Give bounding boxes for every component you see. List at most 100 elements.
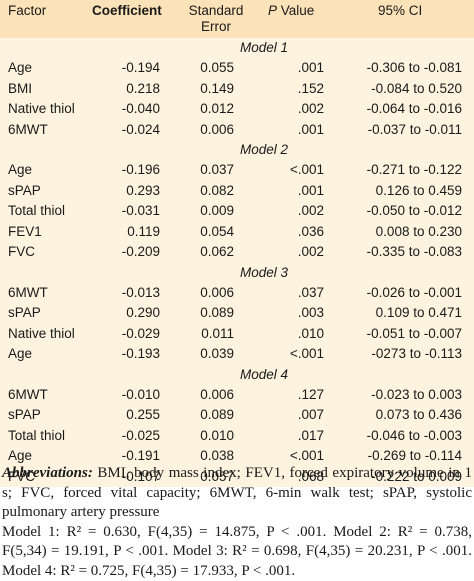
factor-cell: 6MWT bbox=[8, 387, 48, 402]
standard-error-cell: 0.012 bbox=[200, 101, 234, 116]
standard-error-cell: 0.006 bbox=[200, 122, 234, 137]
coefficient-cell: -0.196 bbox=[122, 162, 160, 177]
standard-error-cell: 0.037 bbox=[200, 162, 234, 177]
header-standard-error: Standard Error bbox=[184, 3, 248, 35]
ci-cell: -0.050 to -0.012 bbox=[367, 203, 462, 218]
ci-cell: 0.008 to 0.230 bbox=[376, 224, 462, 239]
standard-error-cell: 0.009 bbox=[200, 203, 234, 218]
coefficient-cell: 0.290 bbox=[126, 305, 160, 320]
standard-error-cell: 0.039 bbox=[200, 346, 234, 361]
abbreviations-note: Abbreviations: BMI, body mass index; FEV… bbox=[2, 464, 472, 523]
p-value-cell: .002 bbox=[298, 244, 324, 259]
coefficient-cell: -0.191 bbox=[122, 448, 160, 463]
factor-cell: 6MWT bbox=[8, 122, 48, 137]
factor-cell: Age bbox=[8, 162, 32, 177]
factor-cell: 6MWT bbox=[8, 285, 48, 300]
model-label: Model 2 bbox=[240, 142, 288, 157]
factor-cell: sPAP bbox=[8, 305, 41, 320]
coefficient-cell: -0.013 bbox=[122, 285, 160, 300]
standard-error-cell: 0.006 bbox=[200, 285, 234, 300]
coefficient-cell: 0.119 bbox=[127, 224, 160, 239]
factor-cell: Age bbox=[8, 60, 32, 75]
coefficient-cell: 0.293 bbox=[126, 183, 160, 198]
ci-cell: -0.037 to -0.011 bbox=[368, 122, 462, 137]
p-value-cell: .017 bbox=[298, 428, 324, 443]
ci-cell: -0.084 to 0.520 bbox=[371, 81, 462, 96]
p-value-cell: .001 bbox=[298, 60, 324, 75]
table-row: Native thiol -0.040 0.012 .002 -0.064 to -0.… bbox=[0, 99, 474, 120]
ci-cell: -0.269 to -0.114 bbox=[368, 448, 462, 463]
model-heading: Model 3 bbox=[0, 263, 474, 283]
p-value-cell: .001 bbox=[298, 122, 324, 137]
p-value-cell: .001 bbox=[298, 183, 324, 198]
coefficient-cell: -0.193 bbox=[122, 346, 160, 361]
coefficient-cell: 0.255 bbox=[126, 407, 160, 422]
model-label: Model 3 bbox=[240, 265, 288, 280]
factor-cell: Native thiol bbox=[8, 326, 75, 341]
p-value-cell: .003 bbox=[298, 305, 324, 320]
standard-error-cell: 0.149 bbox=[200, 81, 234, 96]
table-row: 6MWT -0.013 0.006 .037 -0.026 to -0.001 bbox=[0, 283, 474, 304]
standard-error-cell: 0.006 bbox=[200, 387, 234, 402]
ci-cell: -0.023 to 0.003 bbox=[371, 387, 462, 402]
table-row: sPAP 0.290 0.089 .003 0.109 to 0.471 bbox=[0, 303, 474, 324]
model-heading: Model 1 bbox=[0, 38, 474, 58]
factor-cell: sPAP bbox=[8, 183, 41, 198]
factor-cell: FEV1 bbox=[8, 224, 42, 239]
factor-cell: Total thiol bbox=[8, 203, 65, 218]
coefficient-cell: -0.194 bbox=[122, 60, 160, 75]
standard-error-cell: 0.011 bbox=[201, 326, 234, 341]
header-ci: 95% CI bbox=[378, 3, 422, 18]
ci-cell: -0.335 to -0.083 bbox=[367, 244, 462, 259]
standard-error-cell: 0.010 bbox=[200, 428, 234, 443]
factor-cell: BMI bbox=[8, 81, 32, 96]
factor-cell: Total thiol bbox=[8, 428, 65, 443]
standard-error-cell: 0.038 bbox=[200, 448, 234, 463]
ci-cell: -0.306 to -0.081 bbox=[367, 60, 462, 75]
table-row: sPAP 0.293 0.082 .001 0.126 to 0.459 bbox=[0, 181, 474, 202]
coefficient-cell: -0.031 bbox=[122, 203, 160, 218]
header-p-value: P Value bbox=[268, 3, 314, 18]
p-value-cell: .037 bbox=[298, 285, 324, 300]
standard-error-cell: 0.082 bbox=[200, 183, 234, 198]
p-value-cell: .007 bbox=[298, 407, 324, 422]
header-coefficient: Coefficient bbox=[92, 3, 162, 18]
factor-cell: Native thiol bbox=[8, 101, 75, 116]
table-notes: Abbreviations: BMI, body mass index; FEV… bbox=[0, 464, 474, 581]
model-label: Model 1 bbox=[240, 40, 288, 55]
ci-cell: -0.271 to -0.122 bbox=[367, 162, 462, 177]
header-p-rest: Value bbox=[277, 3, 314, 18]
standard-error-cell: 0.089 bbox=[200, 305, 234, 320]
model-label: Model 4 bbox=[240, 367, 288, 382]
model-heading: Model 2 bbox=[0, 140, 474, 160]
coefficient-cell: -0.209 bbox=[122, 244, 160, 259]
ci-cell: -0.051 to -0.007 bbox=[367, 326, 462, 341]
abbreviations-label: Abbreviations: bbox=[2, 465, 93, 481]
ci-cell: -0.064 to -0.016 bbox=[367, 101, 462, 116]
p-value-cell: .010 bbox=[298, 326, 324, 341]
coefficient-cell: -0.010 bbox=[122, 387, 160, 402]
ci-cell: -0.026 to -0.001 bbox=[367, 285, 462, 300]
header-factor: Factor bbox=[8, 3, 46, 18]
ci-cell: 0.126 to 0.459 bbox=[376, 183, 462, 198]
p-value-cell: .002 bbox=[298, 101, 324, 116]
standard-error-cell: 0.054 bbox=[200, 224, 234, 239]
p-value-cell: .152 bbox=[298, 81, 324, 96]
p-value-cell: <.001 bbox=[290, 448, 324, 463]
ci-cell: 0.109 to 0.471 bbox=[376, 305, 462, 320]
coefficient-cell: -0.040 bbox=[122, 101, 160, 116]
regression-table: Factor Coefficient Standard Error P Valu… bbox=[0, 0, 474, 487]
